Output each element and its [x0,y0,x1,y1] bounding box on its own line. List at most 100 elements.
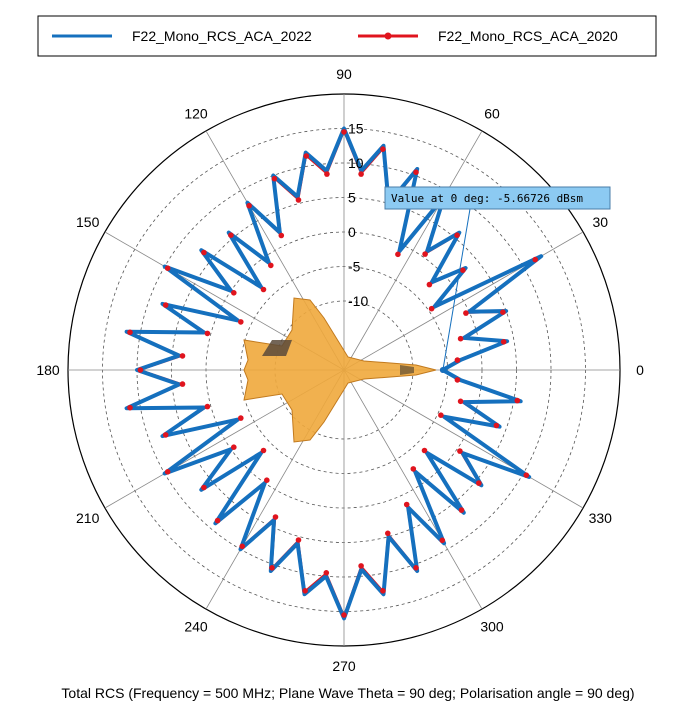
series-2020-marker-38 [127,404,133,411]
series-2020-marker-19 [324,171,330,177]
series-2020-marker-68 [493,422,500,429]
series-2020-marker-46 [214,517,221,524]
radial-tick-label-4: -5 [348,259,361,275]
series-2020-marker-8 [460,267,466,274]
series-2020-marker-50 [269,565,275,571]
series-2020-marker-41 [238,415,244,421]
series-2020-marker-36 [137,367,144,373]
series-2020-marker-67 [438,412,444,419]
radial-tick-label-1: 10 [348,155,364,171]
tick-labels: 0 30 60 90 120 150 180 210 240 270 300 330 15 10 5 0 -5 -… [36,66,644,674]
series-2020-marker-39 [204,403,211,410]
series-2020-marker-10 [454,232,460,238]
chart-caption: Total RCS (Frequency = 500 MHz; Plane Wa… [61,685,634,701]
series-2020-marker-42 [164,469,171,475]
angular-gridline-11 [343,369,584,509]
series-2020-marker-65 [457,448,463,454]
series-2020-marker-71 [454,377,461,383]
angular-gridline-10 [343,369,483,610]
series-2020-marker-2 [500,339,507,345]
series-2020-marker-40 [162,432,169,438]
series-2020-marker-13 [395,251,401,258]
series-2020-marker-70 [514,397,521,404]
series-2020-marker-32 [162,302,169,308]
series-2020-marker-49 [272,514,279,520]
aircraft-fin [262,340,292,356]
series-2020-marker-51 [295,537,302,543]
angular-tick-label-3: 90 [336,66,352,82]
angular-tick-label-7: 210 [76,510,100,526]
series-2020-marker-33 [204,330,211,337]
legend: F22_Mono_RCS_ACA_2022 F22_Mono_RCS_ACA_2… [37,15,657,57]
legend-label-2022: F22_Mono_RCS_ACA_2022 [132,28,312,44]
angular-tick-label-0: 0 [636,362,644,378]
legend-label-2020: F22_Mono_RCS_ACA_2020 [438,28,618,44]
angular-gridline-1 [343,231,584,371]
series-2020-marker-59 [403,501,410,508]
series-2020-marker-11 [422,251,428,257]
series-2020-marker-9 [426,281,433,288]
series-2020-marker-5 [463,310,469,316]
radial-tick-label-2: 5 [348,190,356,206]
series-2020-marker-55 [358,563,364,569]
series-2020-marker-61 [410,466,417,472]
series-2020-marker-34 [127,329,133,336]
series-2020-marker-44 [201,484,207,491]
series-2020-marker-37 [179,381,186,387]
aircraft-canopy [400,365,414,375]
series-2020-marker-45 [260,447,267,454]
series-2020-marker-64 [476,480,482,486]
angular-tick-label-5: 150 [76,214,100,230]
series-2020-marker-56 [380,588,386,594]
aircraft-body [243,297,437,443]
series-2020-marker-27 [260,286,267,293]
angular-gridline-2 [343,130,483,371]
series-2020-marker-23 [278,232,285,239]
annotation-box [384,186,611,210]
angular-tick-label-4: 120 [184,106,208,122]
series-2020-marker-16 [380,146,386,152]
angular-tick-label-9: 270 [332,658,356,674]
series-2020-marker-7 [428,305,435,312]
series-2020-marker-4 [500,309,506,316]
series-2020-marker-66 [523,472,530,479]
angular-tick-label-11: 330 [589,510,613,526]
series-2020-marker-62 [458,507,465,513]
series-2020-marker-31 [238,319,244,325]
series-2020-marker-25 [268,262,274,269]
series-2020-marker-54 [341,612,347,618]
radial-tick-label-5: -10 [348,293,368,309]
series-2020-marker-53 [323,570,330,576]
series-2020-marker-21 [295,197,302,203]
angular-tick-label-6: 180 [36,362,60,378]
radial-tick-label-0: 15 [348,121,364,137]
angular-tick-label-8: 240 [184,618,208,634]
annotation-leader [442,208,471,371]
series-2020-marker-3 [457,335,464,342]
series-2020-marker-52 [302,588,308,594]
series-2020-marker-48 [239,543,245,550]
series-2020-marker-63 [421,447,428,454]
legend-box [37,15,657,57]
series-2020-marker-28 [201,249,207,256]
series-2020-marker-35 [179,353,186,359]
annotation: Value at 0 deg: -5.66726 dBsm [384,186,611,373]
legend-marker-2020 [384,32,392,40]
series-2020-marker-69 [457,398,464,405]
series-2020-marker-6 [532,256,538,263]
angular-tick-label-1: 30 [593,214,609,230]
series-2020-marker-26 [228,232,234,238]
series-2020-marker-30 [164,265,171,272]
series-2020-marker-14 [413,169,419,175]
series-2020-marker-47 [264,477,270,484]
series-2020-marker-22 [271,175,278,182]
radial-tick-label-3: 0 [348,224,356,240]
angular-tick-label-2: 60 [484,106,500,122]
aircraft-image [243,297,437,443]
series-2020-marker-57 [385,530,391,537]
series-2020-marker-17 [358,171,364,177]
series-2020-marker-18 [341,129,347,135]
series-2020-marker-43 [231,444,237,451]
annotation-text: Value at 0 deg: -5.66726 dBsm [391,192,583,205]
